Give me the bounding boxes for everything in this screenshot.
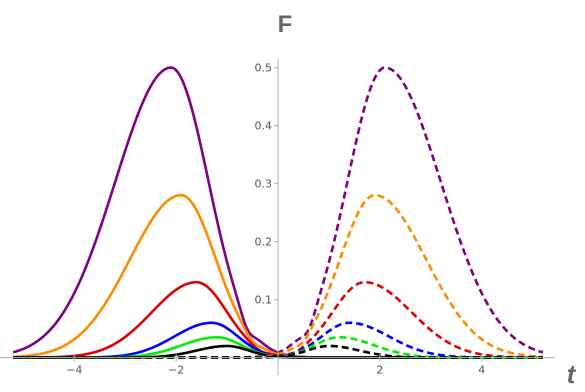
x-tick-label: 4 [478, 364, 485, 377]
ticks: −4 −2 2 4 0.1 0.2 0.3 0.4 0.5 [66, 62, 485, 377]
x-axis-title: t [567, 359, 577, 389]
y-tick-label: 0.5 [255, 62, 273, 75]
y-axis-title: F [278, 11, 293, 38]
x-tick-label: −2 [168, 364, 184, 377]
y-tick-label: 0.3 [255, 178, 273, 191]
y-tick-label: 0.4 [255, 120, 273, 133]
x-tick-label: 2 [376, 364, 383, 377]
y-tick-label: 0.2 [255, 236, 273, 249]
x-tick-label: −4 [66, 364, 82, 377]
y-tick-label: 0.1 [255, 294, 273, 307]
axes [0, 58, 555, 375]
